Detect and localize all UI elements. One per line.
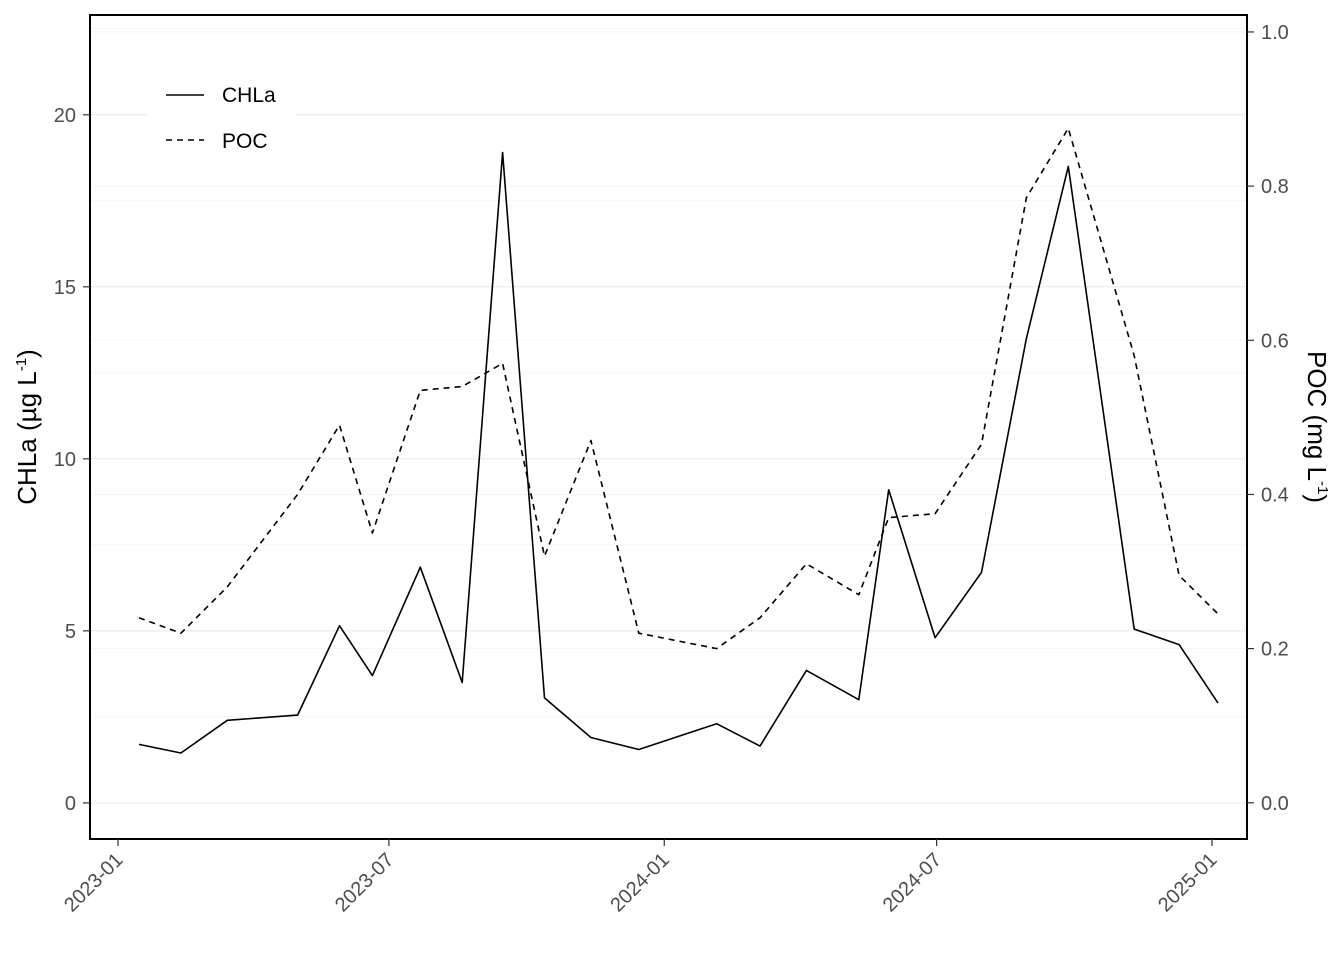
y-left-tick-label: 5 [65, 621, 76, 643]
x-tick-label: 2024-01 [606, 849, 673, 916]
y-left-tick-label: 10 [54, 449, 76, 471]
legend-background [148, 72, 296, 162]
y-left-axis-title: CHLa (µg L-1) [12, 349, 42, 505]
y-left-axis-ticks: 0 5 10 15 20 [54, 105, 90, 815]
y-right-tick-label: 1.0 [1261, 22, 1289, 44]
x-axis-ticks: 2023-01 2023-07 2024-01 2024-07 2025-01 [60, 839, 1222, 916]
legend-label-chla: CHLa [222, 84, 276, 107]
y-right-tick-label: 0.6 [1261, 330, 1289, 352]
y-left-axis-title-superscript: -1 [13, 358, 30, 371]
x-tick-label: 2024-07 [879, 849, 946, 916]
y-right-axis-title-superscript: -1 [1314, 481, 1331, 494]
y-left-tick-label: 20 [54, 105, 76, 127]
y-right-axis-ticks: 0.0 0.2 0.4 0.6 0.8 1.0 [1247, 22, 1289, 815]
y-right-tick-label: 0.0 [1261, 793, 1289, 815]
y-left-tick-label: 0 [65, 793, 76, 815]
series-line-chla [138, 151, 1219, 754]
x-tick-label: 2025-01 [1154, 849, 1221, 916]
y-right-tick-label: 0.4 [1261, 484, 1289, 506]
series-line-poc [138, 127, 1219, 650]
y-right-axis-title: POC (mg L-1) [1302, 351, 1332, 503]
x-tick-label: 2023-01 [60, 849, 127, 916]
legend: CHLa POC [148, 72, 296, 162]
plot-panel-border [89, 14, 1248, 840]
y-right-tick-label: 0.2 [1261, 639, 1289, 661]
y-right-tick-label: 0.8 [1261, 176, 1289, 198]
x-tick-label: 2023-07 [331, 849, 398, 916]
legend-label-poc: POC [222, 130, 268, 153]
series-lines [138, 127, 1219, 754]
y-left-tick-label: 15 [54, 277, 76, 299]
